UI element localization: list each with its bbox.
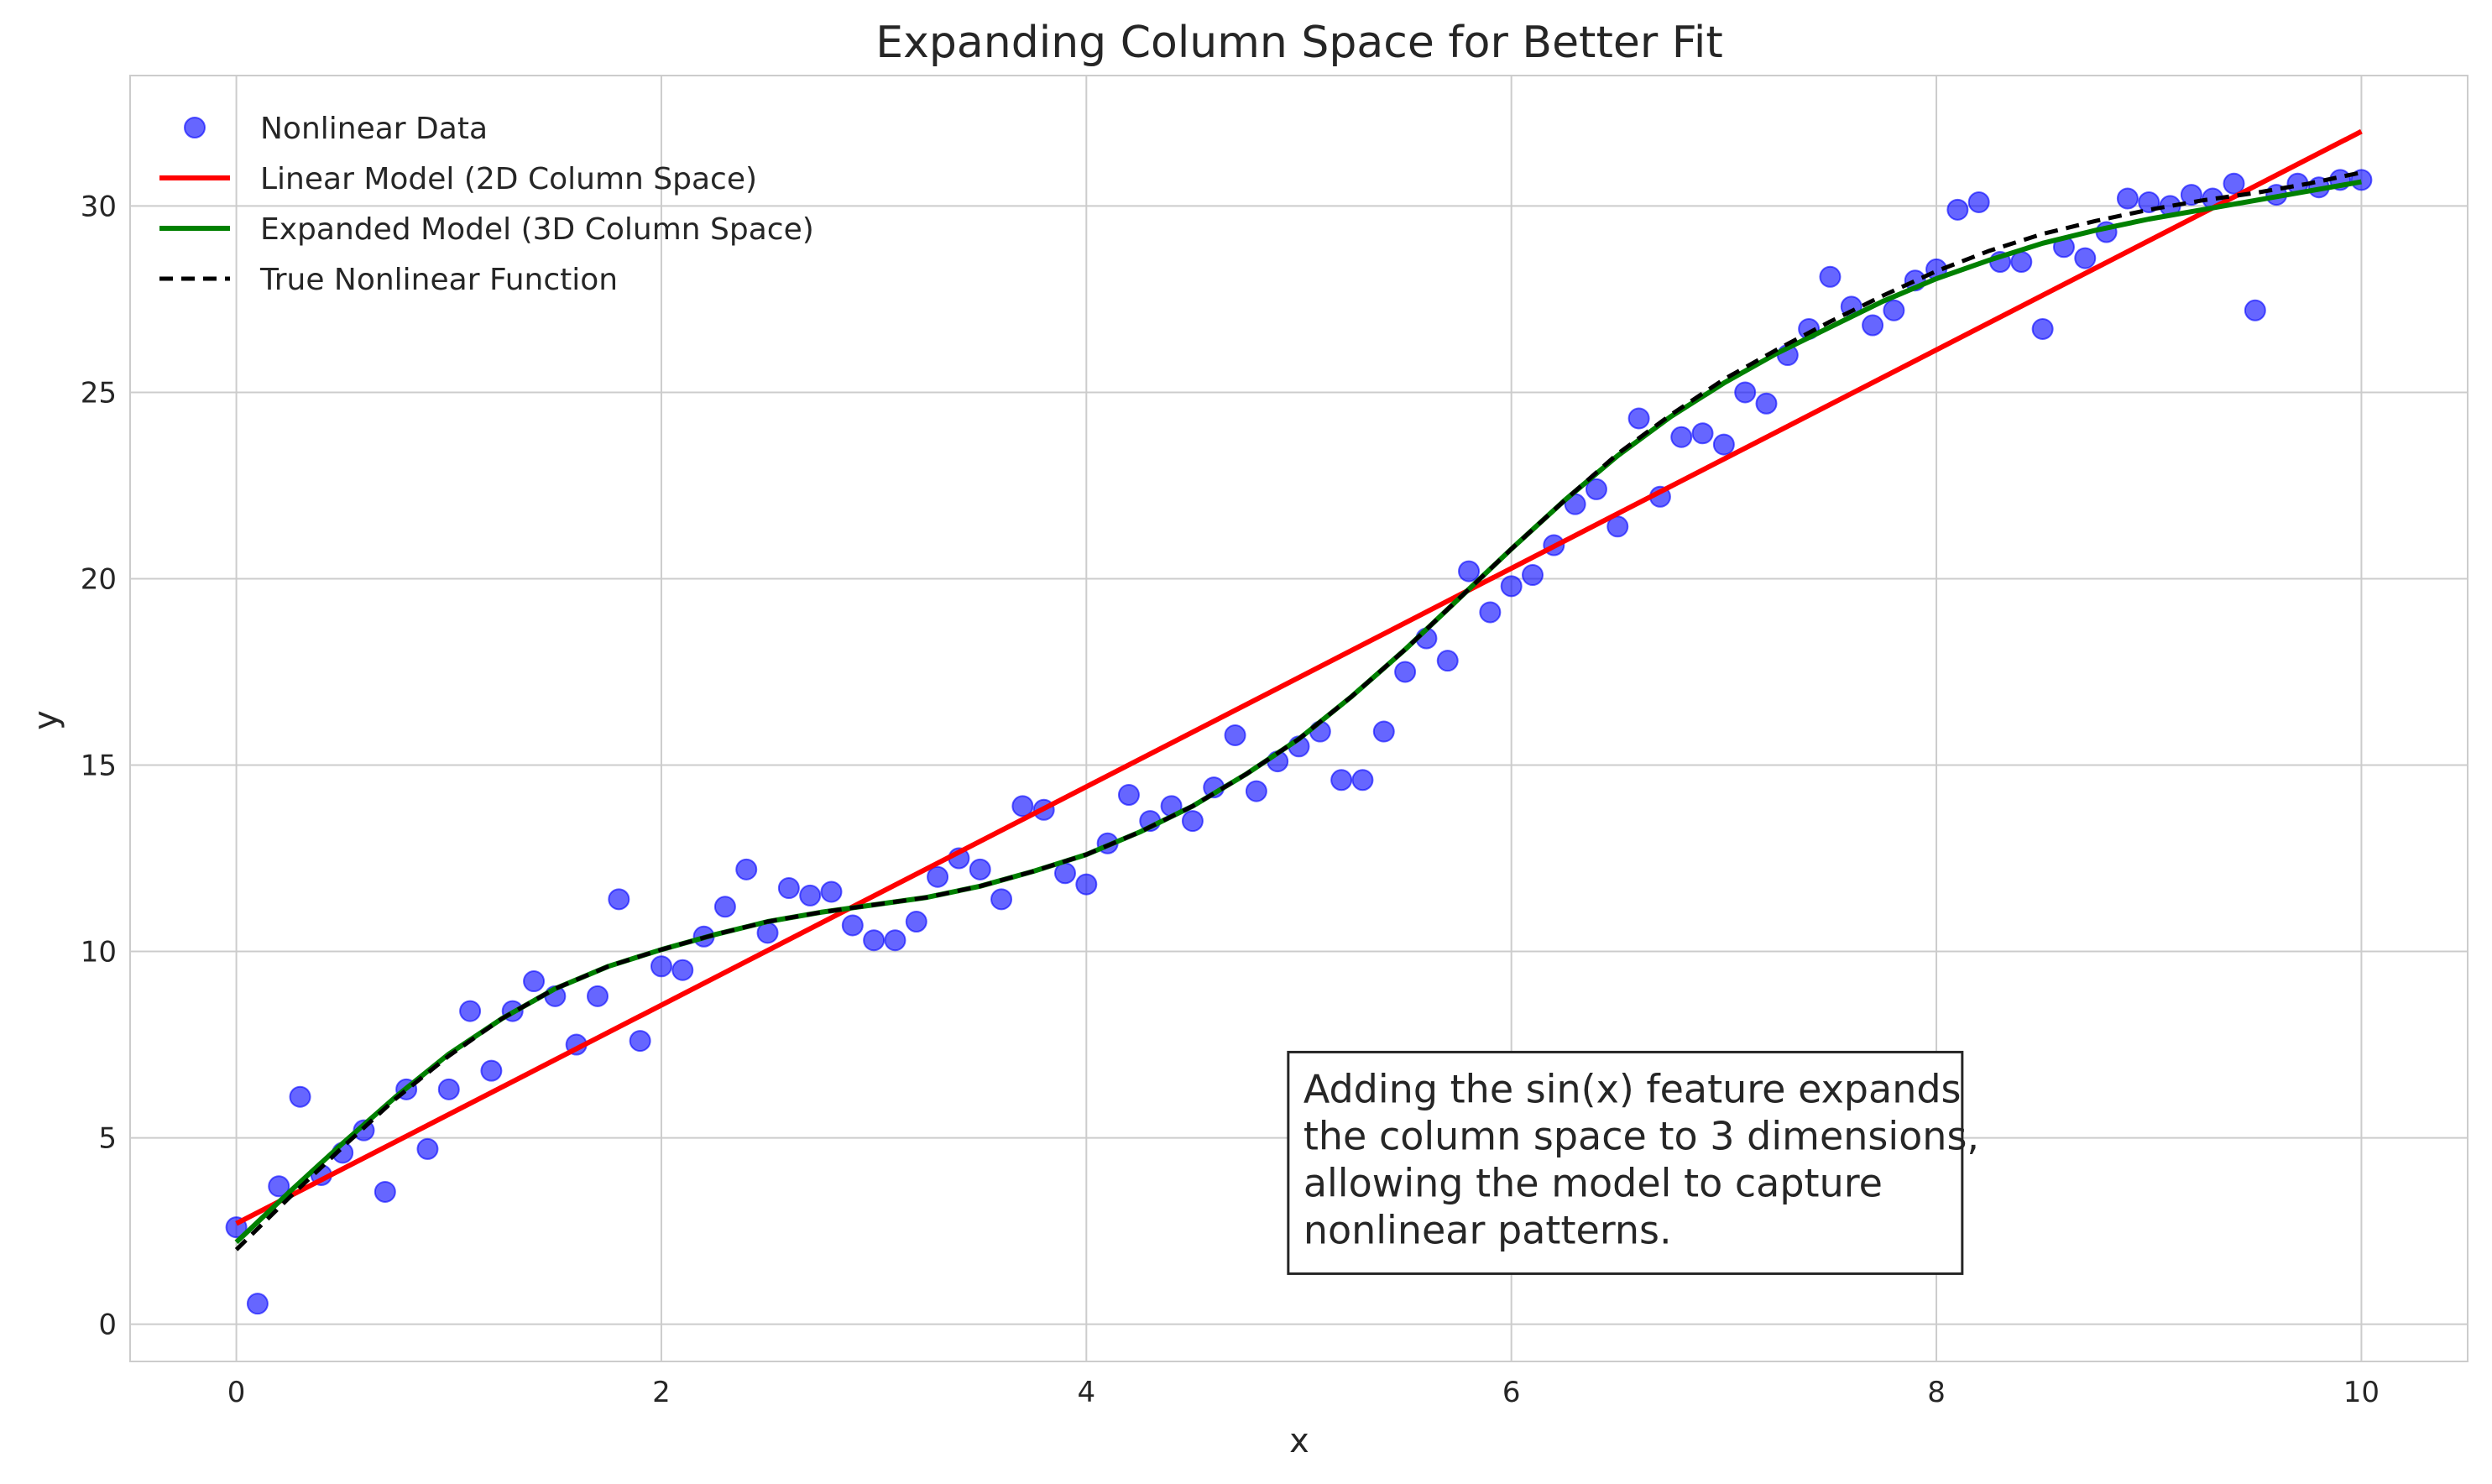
y-axis-label: y (27, 710, 65, 730)
data-point (1458, 560, 1481, 583)
data-point (480, 1059, 503, 1082)
annotation-frame (1287, 1050, 1964, 1275)
data-point (1330, 769, 1353, 792)
data-point (587, 985, 609, 1007)
data-point (1351, 769, 1374, 792)
chart-title: Expanding Column Space for Better Fit (875, 18, 1722, 68)
data-point (1479, 601, 1502, 624)
data-point (459, 1000, 482, 1022)
linear-model-line (235, 128, 2363, 1226)
y-tick-label: 30 (81, 190, 117, 223)
legend-label: Expanded Model (3D Column Space) (260, 212, 814, 247)
x-tick-label: 6 (1502, 1376, 1521, 1409)
annotation-text-line: allowing the model to capture (1303, 1160, 1883, 1205)
data-point (841, 914, 864, 937)
data-point (1075, 873, 1098, 896)
data-point (927, 865, 949, 888)
data-point (437, 1078, 460, 1100)
data-point (523, 970, 546, 993)
annotation-text-line: Adding the sin(x) feature expands (1303, 1066, 1962, 1111)
data-point (820, 880, 843, 903)
data-point (2074, 247, 2097, 269)
data-point (1224, 724, 1246, 746)
data-point (905, 911, 927, 933)
data-point (2031, 317, 2054, 340)
data-point (1245, 780, 1267, 802)
x-tick-label: 10 (2343, 1376, 2380, 1409)
x-tick-label: 2 (652, 1376, 671, 1409)
data-point (1946, 198, 1969, 221)
data-point (1755, 392, 1778, 415)
y-tick-label: 10 (81, 936, 117, 969)
data-point (969, 858, 991, 880)
data-point (629, 1030, 651, 1053)
data-point (1585, 478, 1607, 500)
data-point (671, 959, 694, 981)
plot-frame (129, 75, 2468, 1362)
data-point (735, 858, 758, 880)
data-point (777, 877, 800, 900)
data-point (799, 884, 822, 907)
data-point (1500, 575, 1523, 598)
y-tick-label: 20 (81, 562, 117, 596)
legend: Nonlinear Data Linear Model (2D Column Sp… (159, 112, 814, 297)
data-point (1734, 381, 1757, 404)
y-tick-label: 0 (98, 1309, 117, 1342)
data-point (1819, 265, 1842, 288)
data-point (1967, 191, 1990, 213)
data-point (713, 896, 736, 918)
annotation-text-line: the column space to 3 dimensions, (1303, 1113, 1979, 1158)
x-tick-label: 4 (1077, 1376, 1095, 1409)
data-point (374, 1180, 396, 1203)
plot-area: 0 2 4 6 8 10 0 5 10 15 20 25 30 (81, 75, 2468, 1409)
data-point (1883, 299, 1905, 321)
data-point (1522, 564, 1544, 587)
data-point (884, 929, 906, 952)
true-function-line (234, 170, 2362, 1251)
legend-marker (184, 117, 206, 138)
y-axis-ticks: 0 5 10 15 20 25 30 (81, 190, 117, 1341)
data-point (863, 929, 886, 952)
x-tick-label: 0 (227, 1376, 246, 1409)
data-point (1691, 422, 1714, 445)
legend-label: True Nonlinear Function (259, 263, 618, 297)
data-point (1436, 650, 1459, 672)
data-point (608, 888, 630, 911)
data-point (2223, 172, 2245, 195)
legend-label: Nonlinear Data (260, 112, 488, 146)
data-point (2244, 299, 2266, 321)
data-point (1862, 314, 1884, 337)
data-point (1670, 426, 1693, 448)
x-tick-label: 8 (1927, 1376, 1946, 1409)
data-point (246, 1293, 269, 1315)
data-point (1394, 661, 1417, 683)
y-tick-label: 25 (81, 376, 117, 410)
grid (130, 76, 2468, 1361)
series-layer (225, 128, 2373, 1315)
data-point (2010, 251, 2033, 274)
data-point (2116, 187, 2139, 210)
data-point (416, 1137, 439, 1160)
data-point (650, 955, 672, 978)
data-point (1181, 810, 1204, 833)
x-axis-label: x (1289, 1422, 1309, 1460)
data-point (1117, 784, 1140, 807)
data-point (1372, 720, 1395, 743)
legend-label: Linear Model (2D Column Space) (260, 162, 757, 196)
x-axis-ticks: 0 2 4 6 8 10 (227, 1376, 2380, 1409)
data-point (1712, 433, 1735, 456)
data-point (268, 1175, 290, 1198)
y-tick-label: 5 (98, 1122, 117, 1156)
data-point (990, 888, 1013, 911)
data-point (1627, 407, 1650, 430)
data-point (289, 1085, 311, 1108)
data-point (1011, 795, 1034, 818)
annotation-text-line: nonlinear patterns. (1303, 1207, 1672, 1252)
y-tick-label: 15 (81, 750, 117, 783)
